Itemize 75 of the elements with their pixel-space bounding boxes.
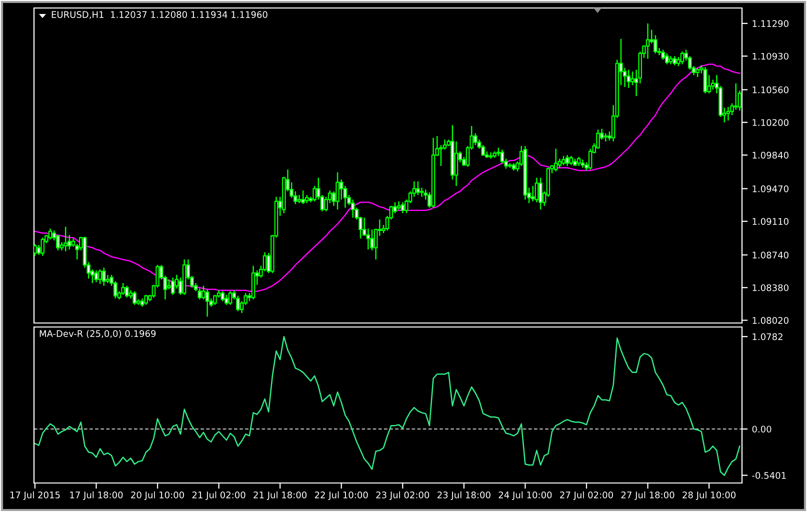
- candlestick: [132, 290, 136, 306]
- candlestick: [301, 190, 305, 205]
- candlestick: [336, 172, 340, 210]
- candlestick: [569, 155, 574, 166]
- x-tick-label: 23 Jul 18:00: [438, 491, 490, 500]
- candlestick: [98, 268, 102, 285]
- candlestick: [696, 67, 700, 78]
- chart-title: EURUSD,H1 1.12037 1.12080 1.11934 1.11960: [52, 11, 268, 19]
- y-tick-label: 1.08020: [752, 317, 788, 324]
- candlestick: [167, 278, 171, 290]
- candlestick: [626, 69, 631, 89]
- candlestick: [220, 290, 225, 302]
- y-tick-label: 1.09470: [752, 185, 788, 192]
- candlestick: [554, 148, 558, 172]
- candlestick: [228, 290, 232, 306]
- x-tick-label: 17 Jul 2015: [10, 491, 60, 500]
- candlestick: [454, 140, 458, 187]
- candlestick: [416, 180, 420, 196]
- x-tick-label: 21 Jul 18:00: [254, 491, 307, 500]
- candlestick: [734, 82, 738, 110]
- candlestick: [596, 129, 600, 150]
- y-tick-label: 1.11290: [752, 20, 788, 27]
- y-tick-label: 1.10930: [752, 52, 788, 60]
- candlestick: [680, 50, 684, 65]
- candlestick: [538, 177, 542, 210]
- x-tick-label: 24 Jul 10:00: [498, 491, 552, 500]
- x-tick-label: 21 Jul 02:00: [192, 491, 246, 500]
- candlestick: [370, 228, 374, 252]
- x-tick-label: 27 Jul 18:00: [621, 491, 674, 500]
- candlestick: [630, 70, 634, 86]
- y-tick-label: 1.08380: [752, 284, 788, 292]
- candlestick: [170, 276, 175, 296]
- candlestick: [576, 156, 581, 167]
- candlestick: [124, 285, 129, 298]
- candlestick: [34, 243, 37, 256]
- x-tick-label: 28 Jul 10:00: [682, 491, 736, 500]
- candlestick: [420, 187, 424, 198]
- candlestick: [534, 177, 539, 203]
- candlestick: [661, 49, 665, 60]
- candlestick: [94, 270, 98, 283]
- candlestick: [710, 79, 715, 90]
- y-tick-label: 1.09110: [752, 218, 788, 225]
- candlestick: [48, 228, 52, 240]
- candlestick: [56, 234, 60, 252]
- x-tick-label: 17 Jul 18:00: [70, 491, 123, 500]
- y-tick-label: 0.00: [752, 426, 772, 433]
- candlestick: [102, 267, 106, 286]
- candlestick: [588, 148, 592, 170]
- y-tick-label: 1.0782: [752, 333, 782, 340]
- candlestick: [474, 132, 478, 146]
- candlestick: [672, 55, 676, 66]
- candlestick: [121, 282, 125, 296]
- candlestick: [562, 155, 566, 166]
- candlestick: [64, 226, 68, 252]
- candlestick: [646, 22, 650, 60]
- x-tick-label: 20 Jul 10:00: [131, 491, 184, 500]
- candlestick: [726, 106, 730, 122]
- candlestick: [703, 66, 708, 94]
- x-tick-label: 27 Jul 02:00: [560, 491, 613, 500]
- candlestick: [40, 237, 45, 256]
- chart-title: MA-Dev-R (25,0,0) 0.1969: [40, 330, 156, 338]
- x-tick-label: 22 Jul 10:00: [314, 491, 368, 500]
- y-tick-label: 1.10200: [752, 119, 788, 126]
- y-tick-label: 1.10560: [752, 86, 788, 94]
- y-tick-label: 1.08740: [752, 252, 788, 258]
- candlestick: [205, 288, 210, 318]
- candlestick: [565, 154, 570, 167]
- y-tick-label: -0.5401: [752, 472, 786, 479]
- candlestick: [224, 294, 228, 306]
- y-tick-label: 1.09840: [752, 152, 788, 159]
- x-tick-label: 23 Jul 02:00: [376, 491, 430, 500]
- candlestick: [400, 202, 405, 214]
- candlestick: [350, 198, 355, 218]
- candlestick: [665, 52, 669, 65]
- candlestick: [530, 185, 535, 202]
